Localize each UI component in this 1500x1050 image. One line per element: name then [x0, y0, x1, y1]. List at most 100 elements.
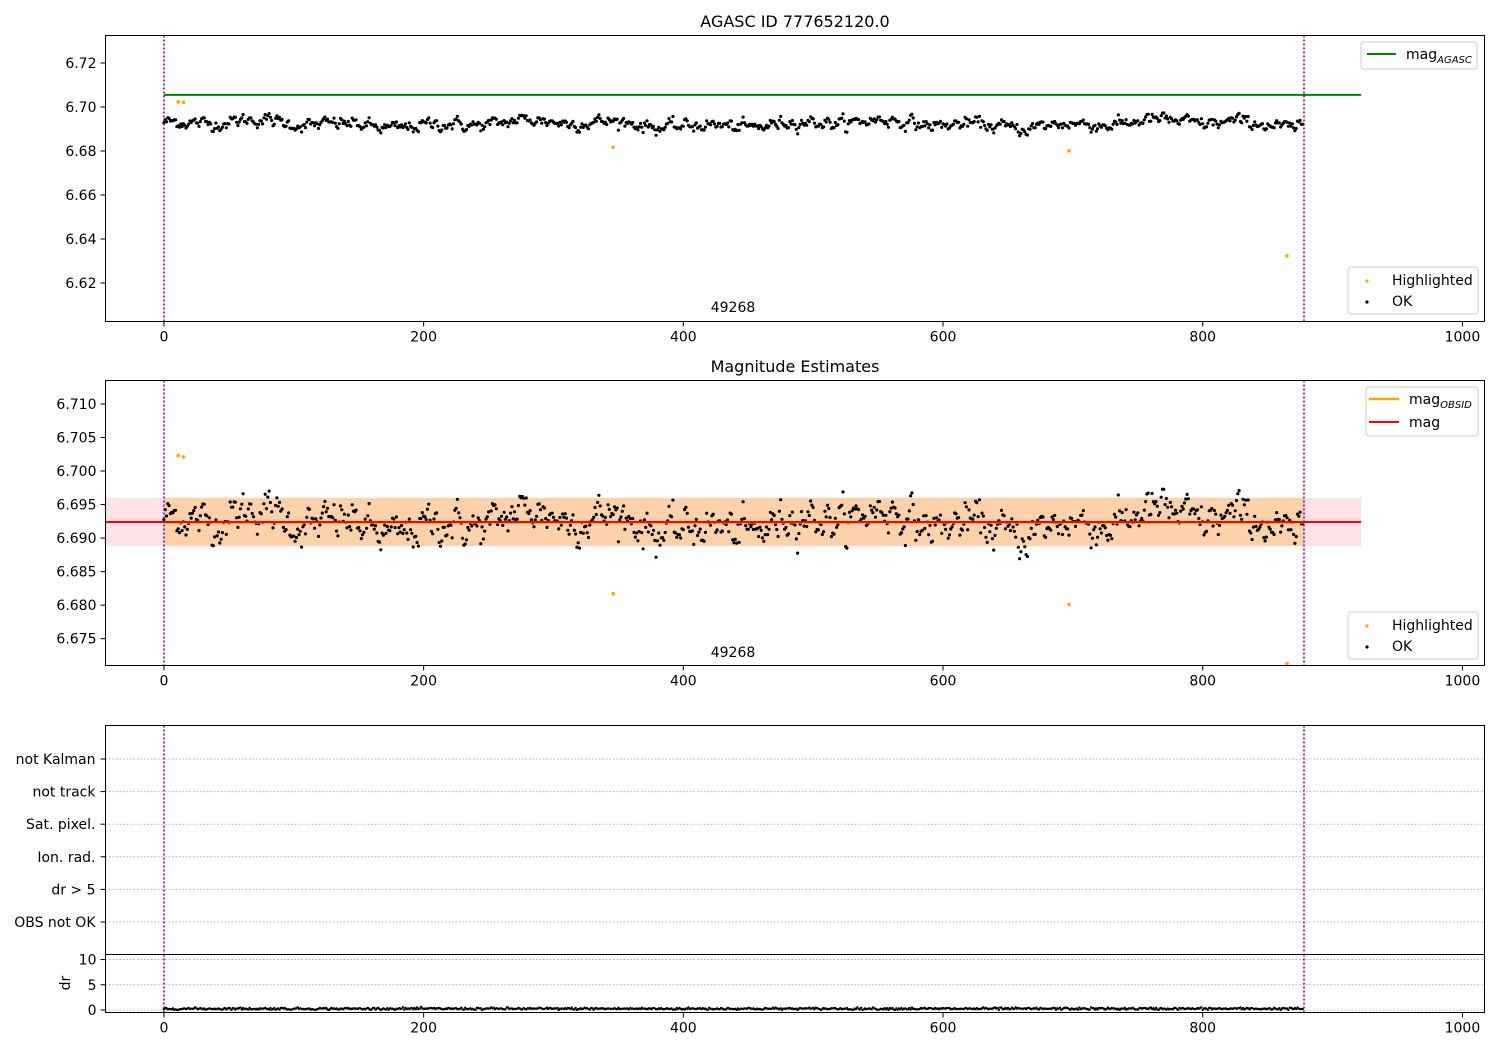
x-tick-label: 200	[410, 330, 437, 346]
ok-point	[960, 528, 965, 532]
ok-point	[692, 129, 696, 133]
ok-point	[777, 118, 782, 122]
ok-point	[914, 538, 918, 542]
ok-point	[264, 117, 269, 121]
ok-point	[1008, 529, 1013, 533]
ok-point	[454, 506, 458, 510]
ok-point	[741, 500, 745, 504]
ok-point	[464, 538, 469, 542]
ok-point	[507, 121, 511, 125]
ok-point	[511, 517, 515, 521]
ok-point	[410, 531, 414, 535]
ok-point	[305, 120, 309, 124]
ok-point	[616, 128, 621, 132]
ok-point	[793, 123, 797, 127]
ok-point	[211, 544, 215, 548]
ok-point	[1055, 524, 1059, 529]
ok-point	[1146, 491, 1150, 495]
ok-point	[1008, 124, 1013, 129]
ok-point	[1294, 535, 1298, 539]
ok-point	[512, 118, 517, 122]
ok-point	[833, 120, 837, 125]
ok-point	[618, 518, 622, 522]
ok-point	[798, 122, 802, 126]
ok-point	[1066, 527, 1070, 531]
ok-point	[567, 126, 571, 130]
ok-point	[1241, 497, 1245, 501]
ok-point	[332, 503, 336, 507]
ok-point	[1002, 120, 1006, 124]
ok-point	[285, 515, 289, 519]
ok-point	[345, 526, 349, 530]
y-axis-label-dr: dr	[58, 975, 74, 990]
ok-point	[845, 130, 849, 134]
obsid-annotation: 49268	[711, 645, 756, 661]
ok-point	[972, 119, 976, 124]
ok-point	[188, 511, 192, 516]
ok-point	[255, 126, 259, 130]
legend-label-highlighted: Highlighted	[1392, 618, 1473, 634]
ok-point	[799, 510, 804, 514]
ok-point	[471, 120, 475, 124]
ok-point	[593, 505, 597, 510]
ok-point	[442, 525, 446, 529]
ok-point	[235, 120, 239, 124]
ok-point	[1240, 121, 1244, 125]
ok-point	[402, 124, 406, 128]
ok-point	[1014, 127, 1018, 131]
ok-point	[235, 516, 239, 520]
ok-point	[983, 525, 987, 530]
ok-point	[654, 555, 658, 559]
ok-point	[190, 511, 195, 515]
ok-point	[645, 119, 649, 123]
ok-point	[1277, 121, 1281, 125]
ok-point	[661, 536, 665, 540]
ok-point	[1197, 516, 1201, 521]
dr-point	[401, 1006, 405, 1009]
ok-point	[1236, 492, 1240, 496]
ok-point	[270, 510, 274, 514]
ok-point	[1184, 497, 1188, 501]
ok-point	[302, 123, 306, 127]
ok-point	[450, 536, 454, 540]
ok-point	[760, 536, 765, 540]
ok-point	[675, 535, 679, 540]
ok-point	[1154, 499, 1158, 504]
legend-label-mag: mag	[1409, 415, 1440, 431]
legend-dot-ok	[1365, 645, 1369, 649]
ok-point	[807, 120, 811, 124]
ok-point	[637, 125, 641, 129]
ok-point	[915, 529, 919, 534]
ok-point	[1120, 119, 1124, 123]
ok-point	[555, 121, 560, 125]
ok-point	[189, 516, 193, 520]
ok-point	[1166, 505, 1170, 509]
ok-point	[642, 518, 647, 522]
ok-point	[1172, 512, 1176, 516]
y-tick-label: 6.710	[56, 397, 96, 413]
ok-point	[999, 508, 1004, 512]
y-tick-label: 6.70	[65, 100, 96, 116]
ok-point	[348, 525, 352, 529]
ok-point	[731, 538, 735, 542]
ok-point	[236, 525, 240, 530]
ok-point	[711, 512, 715, 516]
highlighted-point	[176, 100, 180, 104]
ok-point	[827, 506, 831, 511]
ok-point	[481, 127, 485, 131]
x-tick-label: 1000	[1445, 330, 1481, 346]
ok-point	[1023, 545, 1027, 549]
ok-point	[1249, 531, 1253, 535]
dr-point	[1096, 1008, 1099, 1011]
ok-point	[455, 114, 459, 118]
ok-point	[1018, 557, 1022, 561]
ok-point	[427, 116, 431, 120]
ok-point	[414, 534, 418, 538]
ok-point	[392, 517, 396, 521]
ok-point	[1177, 122, 1181, 126]
ok-point	[1081, 118, 1085, 122]
ok-point	[505, 120, 509, 124]
ok-point	[875, 508, 879, 512]
ok-point	[592, 120, 596, 124]
ok-point	[372, 527, 376, 531]
